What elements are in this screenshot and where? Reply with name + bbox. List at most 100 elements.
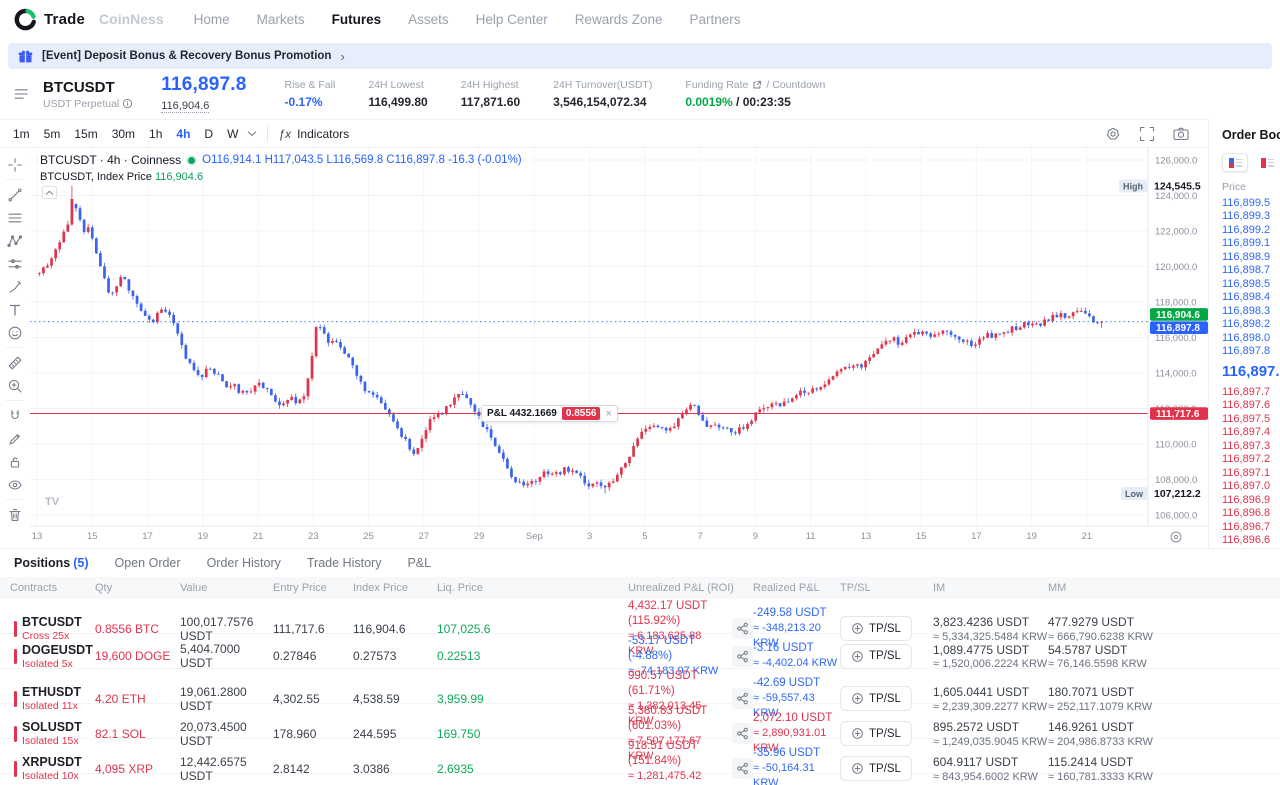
- timeframe-30m[interactable]: 30m: [111, 126, 136, 141]
- nav-item-markets[interactable]: Markets: [256, 11, 305, 27]
- pnl-tooltip[interactable]: P&L 4432.1669 0.8556 ×: [481, 405, 618, 422]
- camera-icon[interactable]: [1172, 125, 1190, 143]
- share-pnl-button[interactable]: [732, 688, 753, 710]
- orderbook-ask-row[interactable]: 116,899.3: [1222, 210, 1271, 223]
- orderbook-ask-row[interactable]: 116,898.2: [1222, 318, 1271, 331]
- orderbook-ask-row[interactable]: 116,899.5: [1222, 196, 1271, 209]
- coinness-logo-icon[interactable]: [14, 8, 37, 31]
- share-pnl-button[interactable]: [732, 618, 753, 640]
- external-link-icon[interactable]: [752, 80, 762, 90]
- crosshair-icon[interactable]: [3, 153, 27, 176]
- lock-all-icon[interactable]: [3, 450, 27, 473]
- tp-sl-button[interactable]: TP/SL: [840, 686, 912, 712]
- orderbook-bid-row[interactable]: 116,897.0: [1222, 480, 1271, 493]
- orderbook-bid-row[interactable]: 116,897.2: [1222, 453, 1271, 466]
- tp-sl-button[interactable]: TP/SL: [840, 721, 912, 747]
- share-pnl-button[interactable]: [732, 758, 753, 780]
- orderbook-bid-row[interactable]: 116,897.5: [1222, 412, 1271, 425]
- brand-title[interactable]: CoinNess: [99, 11, 164, 27]
- remove-drawings-icon[interactable]: [3, 503, 27, 526]
- chart-area[interactable]: 126,000.0 124,000.0 122,000.0 120,000.0 118,…: [30, 148, 1208, 548]
- text-icon[interactable]: [3, 298, 27, 321]
- tab-order-history[interactable]: Order History: [206, 556, 281, 570]
- xabcd-pattern-icon[interactable]: [3, 229, 27, 252]
- tp-sl-button[interactable]: TP/SL: [840, 616, 912, 642]
- info-icon[interactable]: [122, 98, 133, 109]
- close-icon[interactable]: ×: [605, 407, 612, 420]
- svg-text:25: 25: [363, 531, 374, 542]
- drawing-lock-icon[interactable]: [3, 427, 27, 450]
- fullscreen-icon[interactable]: [1138, 125, 1156, 143]
- magnet-icon[interactable]: [3, 404, 27, 427]
- index-price[interactable]: 116,904.6: [161, 100, 210, 113]
- ticker-stat: 24H Turnover(USDT) 3,546,154,072.34: [553, 79, 653, 109]
- view-mode-bids-icon[interactable]: [1254, 153, 1280, 172]
- ticker-stat: 24H Lowest 116,499.80: [368, 79, 428, 109]
- orderbook-ask-row[interactable]: 116,898.5: [1222, 277, 1271, 290]
- timeframe-4h[interactable]: 4h: [176, 126, 191, 141]
- orderbook-bid-row[interactable]: 116,896.7: [1222, 520, 1271, 533]
- position-row[interactable]: XRPUSDT Isolated 10x 4,095 XRP 12,442.65…: [0, 739, 1280, 785]
- position-row[interactable]: ETHUSDT Isolated 11x 4.20 ETH 19,061.280…: [0, 669, 1280, 727]
- tab-positions[interactable]: Positions (5): [14, 556, 89, 570]
- collapse-legend-button[interactable]: [42, 186, 57, 199]
- indicators-button[interactable]: ƒx Indicators: [278, 126, 350, 141]
- hide-drawings-icon[interactable]: [3, 473, 27, 496]
- tab-open-order[interactable]: Open Order: [114, 556, 181, 570]
- nav-item-home[interactable]: Home: [193, 11, 230, 27]
- chart-settings-icon[interactable]: [1104, 125, 1122, 143]
- timeframe-1h[interactable]: 1h: [149, 126, 163, 141]
- brush-icon[interactable]: [3, 275, 27, 298]
- timeframe-15m[interactable]: 15m: [74, 126, 98, 141]
- emoji-icon[interactable]: [3, 321, 27, 344]
- orderbook-bid-row[interactable]: 116,897.4: [1222, 426, 1271, 439]
- timeframe-D[interactable]: D: [204, 126, 214, 141]
- symbol-block[interactable]: BTCUSDT USDT Perpetual: [43, 79, 133, 110]
- orderbook-ask-row[interactable]: 116,898.3: [1222, 304, 1271, 317]
- ruler-icon[interactable]: [3, 351, 27, 374]
- tp-sl-button[interactable]: TP/SL: [840, 643, 912, 669]
- chevron-down-icon[interactable]: [247, 129, 257, 138]
- event-banner[interactable]: [Event] Deposit Bonus & Recovery Bonus P…: [8, 43, 1272, 69]
- nav-item-futures[interactable]: Futures: [331, 11, 382, 27]
- orderbook-ask-row[interactable]: 116,897.8: [1222, 345, 1271, 358]
- orderbook-bid-row[interactable]: 116,896.6: [1222, 534, 1271, 547]
- tab-p-l[interactable]: P&L: [407, 556, 432, 570]
- candlestick-chart[interactable]: 126,000.0 124,000.0 122,000.0 120,000.0 118,…: [30, 148, 1208, 548]
- orderbook-bid-row[interactable]: 116,897.1: [1222, 466, 1271, 479]
- orderbook-ask-row[interactable]: 116,898.4: [1222, 291, 1271, 304]
- orderbook-ask-row[interactable]: 116,899.2: [1222, 223, 1271, 236]
- orderbook-bid-row[interactable]: 116,897.6: [1222, 399, 1271, 412]
- orderbook-last-price[interactable]: 116,897.8↓: [1222, 363, 1280, 380]
- timeframe-1m[interactable]: 1m: [13, 126, 30, 141]
- horizontal-lines-icon[interactable]: [3, 206, 27, 229]
- position-row[interactable]: BTCUSDT Cross 25x 0.8556 BTC 100,017.757…: [0, 599, 1280, 657]
- nav-item-help-center[interactable]: Help Center: [475, 11, 548, 27]
- market-list-icon[interactable]: [12, 85, 30, 103]
- tradingview-logo[interactable]: TV: [45, 496, 60, 508]
- tab-trade-history[interactable]: Trade History: [306, 556, 382, 570]
- orderbook-bid-row[interactable]: 116,897.7: [1222, 385, 1271, 398]
- tab-order-book[interactable]: Order Book: [1222, 128, 1280, 142]
- orderbook-ask-row[interactable]: 116,899.1: [1222, 237, 1271, 250]
- trend-line-icon[interactable]: [3, 183, 27, 206]
- timeframe-5m[interactable]: 5m: [43, 126, 61, 141]
- nav-item-partners[interactable]: Partners: [689, 11, 741, 27]
- position-row[interactable]: DOGEUSDT Isolated 5x 19,600 DOGE 5,404.7…: [0, 634, 1280, 677]
- long-short-position-icon[interactable]: [3, 252, 27, 275]
- nav-item-rewards-zone[interactable]: Rewards Zone: [574, 11, 663, 27]
- nav-item-assets[interactable]: Assets: [408, 11, 449, 27]
- orderbook-ask-row[interactable]: 116,898.0: [1222, 331, 1271, 344]
- orderbook-bid-row[interactable]: 116,897.3: [1222, 439, 1271, 452]
- view-mode-both-icon[interactable]: [1222, 153, 1248, 172]
- tp-sl-button[interactable]: TP/SL: [840, 756, 912, 782]
- zoom-in-icon[interactable]: [3, 374, 27, 397]
- orderbook-bid-row[interactable]: 116,896.8: [1222, 507, 1271, 520]
- orderbook-ask-row[interactable]: 116,898.7: [1222, 264, 1271, 277]
- orderbook-bid-row[interactable]: 116,896.9: [1222, 493, 1271, 506]
- timeframe-W[interactable]: W: [227, 126, 239, 141]
- orderbook-ask-row[interactable]: 116,898.9: [1222, 250, 1271, 263]
- position-row[interactable]: SOLUSDT Isolated 15x 82.1 SOL 20,073.450…: [0, 704, 1280, 762]
- share-pnl-button[interactable]: [732, 723, 753, 745]
- share-pnl-button[interactable]: [732, 645, 753, 667]
